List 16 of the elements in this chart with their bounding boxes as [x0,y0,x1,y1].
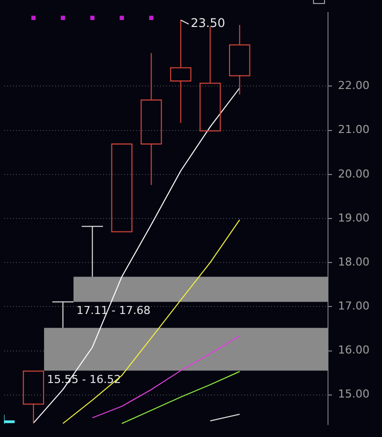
y-tick-label: 17.00 [338,300,370,313]
y-tick-label: 18.00 [338,255,370,268]
annotation: 23.50 [190,16,226,30]
y-tick-label: 22.00 [338,79,370,92]
y-tick-label: 21.00 [338,123,370,136]
y-tick-label: 20.00 [338,167,370,180]
y-tick-label: 16.00 [338,344,370,357]
candlestick [22,370,44,424]
band-label: 17.11 - 17.68 [76,304,150,318]
candlestick [52,301,74,328]
candlestick [200,26,221,132]
y-tick-label: 19.00 [338,211,370,224]
candlestick [229,24,250,96]
candlestick [140,52,162,186]
candlestick [81,226,104,278]
y-tick-label: 15.00 [338,388,370,401]
